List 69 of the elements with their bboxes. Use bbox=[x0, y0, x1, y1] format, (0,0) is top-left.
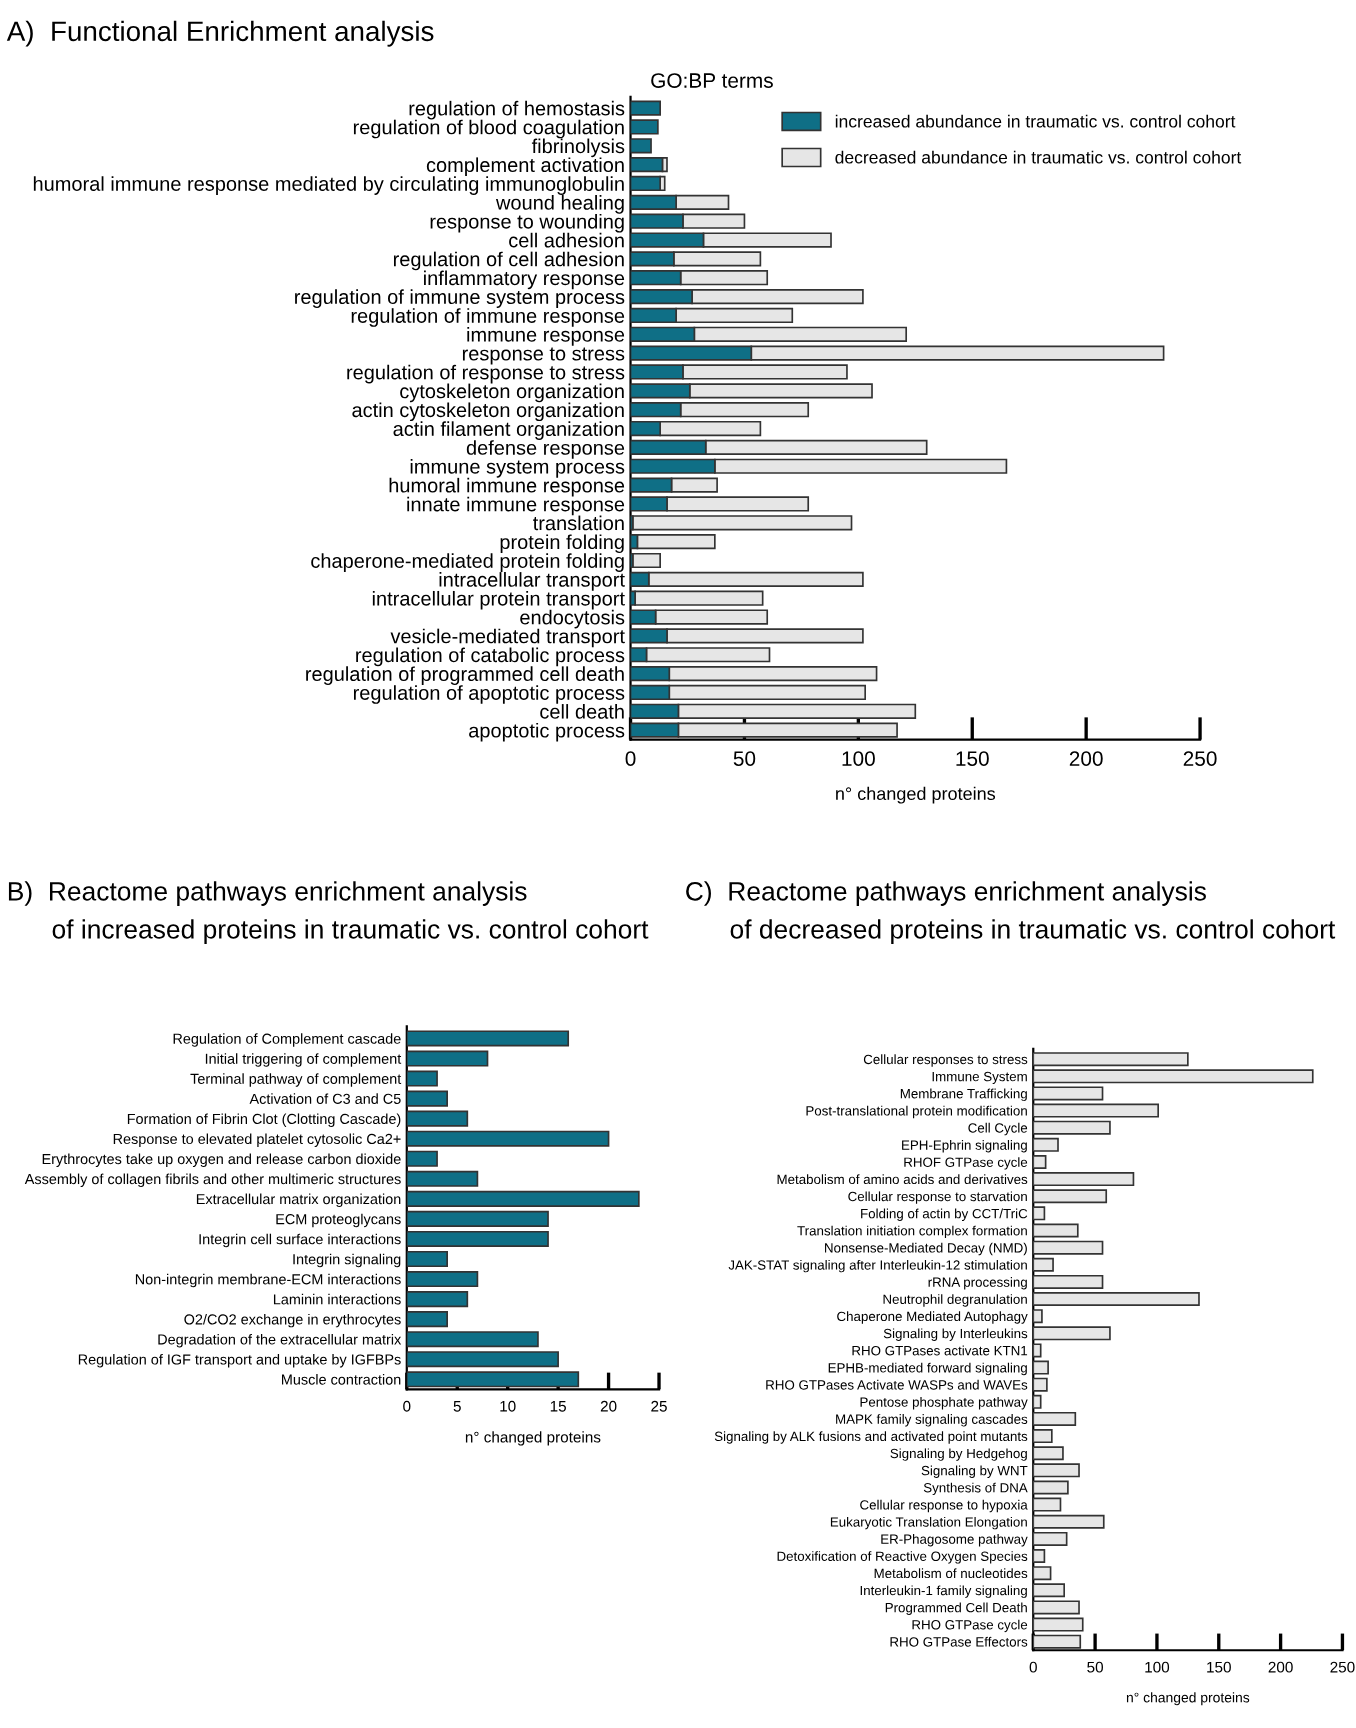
y-tick-label: protein folding bbox=[500, 534, 624, 554]
y-tick-label: intracellular transport bbox=[439, 572, 625, 591]
bar bbox=[406, 1250, 448, 1268]
y-tick-label: regulation of immune system process bbox=[295, 289, 625, 308]
y-tick-label: translation bbox=[533, 515, 624, 531]
x-tick-label: 100 bbox=[842, 751, 875, 766]
y-tick-label: cell adhesion bbox=[509, 232, 624, 248]
y-tick-label: chaperone-mediated protein folding bbox=[311, 553, 624, 572]
y-tick-label: defense response bbox=[466, 440, 625, 459]
x-tick-label: 50 bbox=[733, 751, 756, 766]
bar bbox=[406, 1371, 580, 1388]
y-tick-label: innate immune response bbox=[407, 496, 625, 516]
bar bbox=[406, 1150, 438, 1167]
y-tick-label: fibrinolysis bbox=[531, 138, 625, 158]
y-tick-label: wound healing bbox=[495, 195, 624, 214]
bar bbox=[406, 1331, 539, 1348]
bar bbox=[406, 1311, 448, 1328]
y-tick-label: humoral immune response mediated by circulating immunoglobulin bbox=[33, 176, 624, 195]
y-tick-label: response to wounding bbox=[430, 213, 624, 233]
x-axis-title: n° changed proteins bbox=[836, 786, 996, 804]
x-tick-label: 150 bbox=[956, 751, 989, 766]
bar bbox=[406, 1230, 549, 1247]
y-tick-label: intracellular protein transport bbox=[372, 590, 625, 610]
bar bbox=[406, 1351, 559, 1368]
x-tick-label: 200 bbox=[1069, 751, 1103, 766]
y-tick-label: regulation of response to stress bbox=[347, 364, 625, 384]
chart-title: B) Reactome pathways enrichment analysis bbox=[8, 881, 527, 906]
x-tick-label: 0 bbox=[625, 751, 636, 766]
y-tick-label: actin cytoskeleton organization bbox=[352, 402, 624, 422]
bar bbox=[406, 1170, 479, 1187]
y-tick-label: regulation of hemostasis bbox=[409, 100, 625, 120]
bar bbox=[406, 1270, 479, 1288]
bar bbox=[630, 157, 664, 173]
y-tick-label: response to stress bbox=[462, 347, 625, 365]
y-tick-label: immune system process bbox=[410, 459, 625, 478]
y-tick-label: actin filament organization bbox=[393, 421, 624, 440]
y-tick-label: regulation of cell adhesion bbox=[393, 251, 624, 271]
y-tick-label: vesicle-mediated transport bbox=[390, 628, 625, 648]
y-tick-label: regulation of programmed cell death bbox=[306, 666, 624, 685]
bar bbox=[406, 1130, 610, 1147]
y-tick-label: cell death bbox=[540, 704, 624, 719]
y-tick-label: regulation of immune response bbox=[351, 308, 625, 327]
y-tick-label: endocytosis bbox=[520, 609, 625, 629]
bar bbox=[406, 1110, 469, 1127]
y-tick-label: inflammatory response bbox=[424, 270, 625, 290]
bar bbox=[630, 175, 661, 192]
bar bbox=[406, 1210, 549, 1227]
y-tick-label: humoral immune response bbox=[389, 477, 625, 497]
text: A) Functional Enrichment analysis bbox=[6, 20, 434, 47]
y-tick-label: regulation of blood coagulation bbox=[353, 119, 624, 139]
bar bbox=[406, 1070, 438, 1087]
y-tick-label: cytoskeleton organization bbox=[400, 383, 624, 403]
chart-subtitle: of decreased proteins in traumatic vs. control cohort bbox=[730, 919, 1336, 944]
chart-subtitle: of increased proteins in traumatic vs. control cohort bbox=[52, 919, 649, 944]
bar bbox=[406, 1291, 469, 1308]
x-tick-label: 250 bbox=[1183, 751, 1217, 766]
y-tick-label: immune response bbox=[467, 327, 625, 346]
y-tick-label: complement activation bbox=[426, 157, 624, 177]
y-tick-label: regulation of apoptotic process bbox=[353, 685, 625, 704]
bar bbox=[406, 1190, 640, 1207]
legend-label: increased abundance in traumatic vs. control cohort bbox=[835, 114, 1236, 128]
chart-subtitle: GO:BP terms bbox=[651, 73, 773, 88]
chart-title: C) Reactome pathways enrichment analysis bbox=[686, 881, 1206, 906]
bar bbox=[631, 552, 661, 569]
y-tick-label: apoptotic process bbox=[469, 722, 625, 742]
y-tick-label: regulation of catabolic process bbox=[356, 647, 625, 667]
bar bbox=[406, 1090, 448, 1107]
legend-label: decreased abundance in traumatic vs. control cohort bbox=[835, 150, 1242, 164]
bar bbox=[636, 534, 716, 550]
